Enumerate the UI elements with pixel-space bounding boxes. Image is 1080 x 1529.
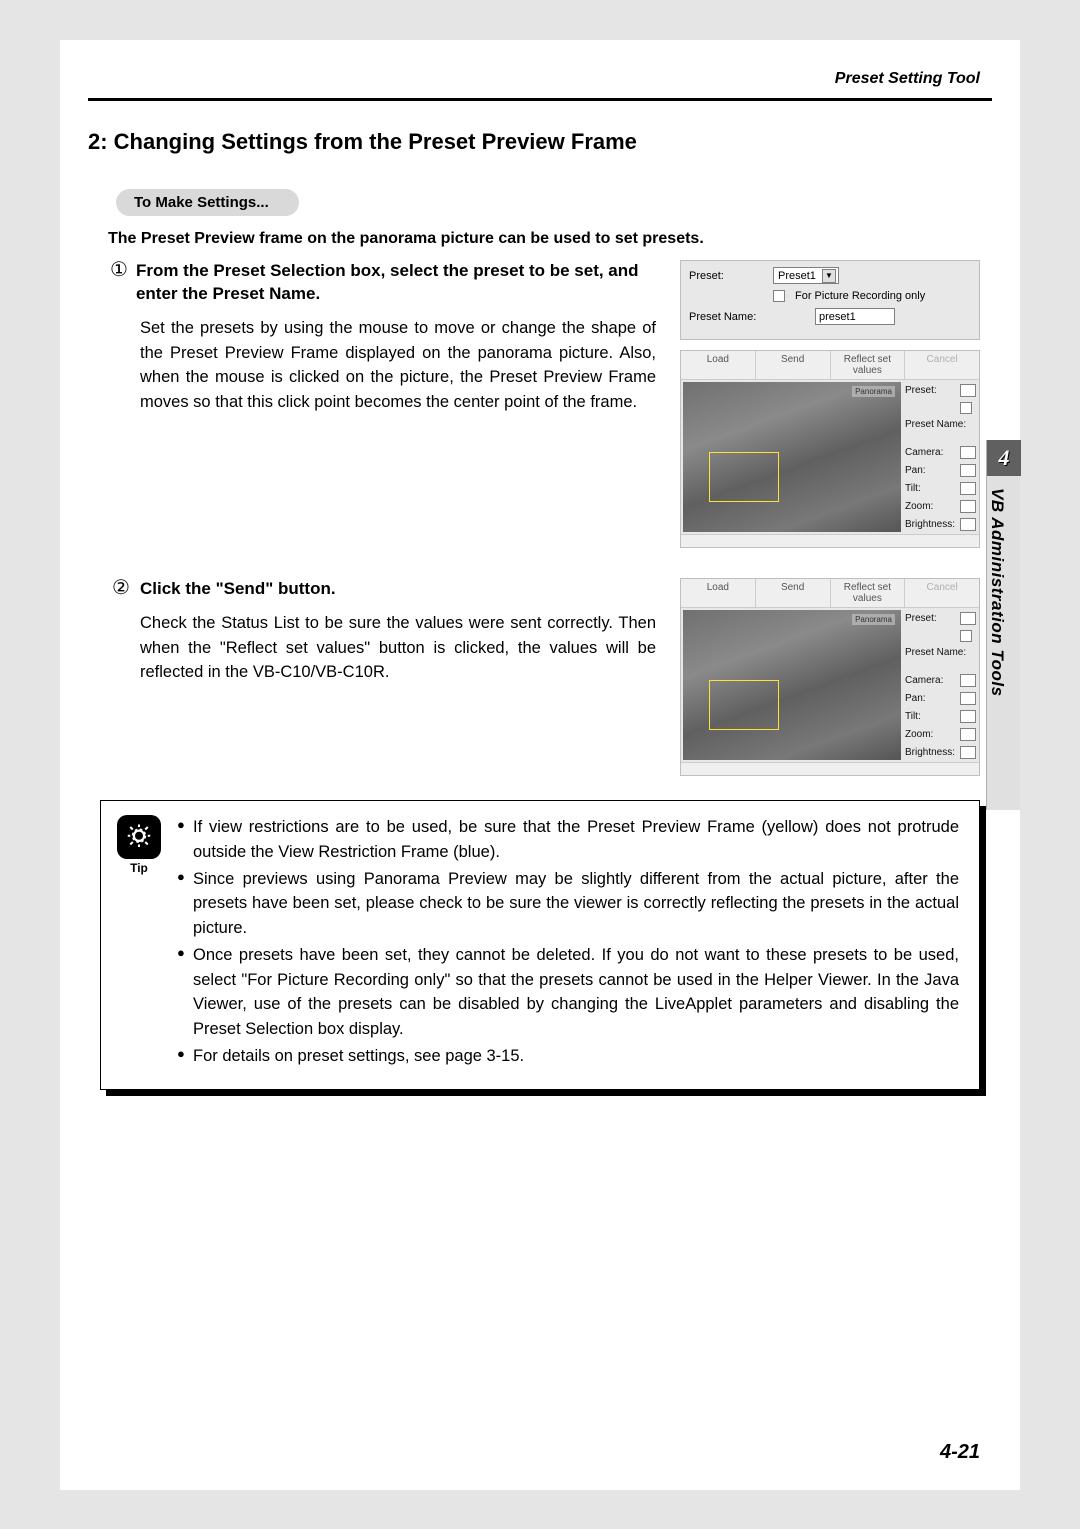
- side-zoom-label: Zoom:: [905, 501, 933, 512]
- preset-preview-frame-2[interactable]: [709, 680, 779, 730]
- panorama-tag-2: Panorama: [852, 614, 895, 625]
- side-tilt-value[interactable]: [960, 482, 976, 495]
- reflect-button[interactable]: Reflect set values: [831, 351, 906, 379]
- recording-only-label: For Picture Recording only: [795, 290, 925, 302]
- step-2: ② Click the "Send" button. Check the Sta…: [110, 578, 980, 776]
- content: 2: Changing Settings from the Preset Pre…: [60, 101, 1020, 776]
- panorama-statusbar: [681, 534, 979, 547]
- tip-item: If view restrictions are to be used, be …: [177, 815, 959, 865]
- page: Preset Setting Tool 2: Changing Settings…: [60, 40, 1020, 1490]
- chapter-title: VB Administration Tools: [987, 476, 1007, 697]
- side-pan-value[interactable]: [960, 464, 976, 477]
- step-1-title: From the Preset Selection box, select th…: [136, 260, 656, 306]
- step-1: ① From the Preset Selection box, select …: [110, 260, 980, 548]
- page-number: 4-21: [940, 1441, 980, 1464]
- side-presetname-label: Preset Name:: [905, 419, 966, 430]
- tip-list: If view restrictions are to be used, be …: [177, 815, 959, 1071]
- panorama-preview-2[interactable]: Panorama: [683, 610, 901, 760]
- cancel-button-2[interactable]: Cancel: [905, 579, 979, 607]
- preset-preview-frame[interactable]: [709, 452, 779, 502]
- lead-text: The Preset Preview frame on the panorama…: [108, 230, 980, 248]
- step-1-number: ①: [110, 260, 128, 280]
- step-2-body: Check the Status List to be sure the val…: [140, 611, 656, 685]
- panorama-tag: Panorama: [852, 386, 895, 397]
- chapter-number: 4: [987, 440, 1021, 476]
- load-button[interactable]: Load: [681, 351, 756, 379]
- panorama-toolbar: Load Send Reflect set values Cancel: [681, 351, 979, 380]
- preset-strip-dialog: Preset: Preset1 ▼ For Picture Recording …: [680, 260, 980, 340]
- preset-combo-value: Preset1: [778, 270, 816, 282]
- preset-name-input[interactable]: preset1: [815, 308, 895, 325]
- side-tilt-label: Tilt:: [905, 483, 921, 494]
- panorama-toolbar-2: Load Send Reflect set values Cancel: [681, 579, 979, 608]
- panorama-statusbar-2: [681, 762, 979, 775]
- panorama-dialog-1: Load Send Reflect set values Cancel Pano…: [680, 350, 980, 548]
- side-checkbox[interactable]: [960, 402, 972, 414]
- side-brightness-value[interactable]: [960, 518, 976, 531]
- panorama-preview[interactable]: Panorama: [683, 382, 901, 532]
- procedure-pill: To Make Settings...: [116, 189, 299, 216]
- tip-box: Tip If view restrictions are to be used,…: [100, 800, 980, 1090]
- panorama-side-panel-2: Preset: Preset Name: Camera: Pan: Tilt: …: [903, 608, 979, 762]
- tip-item: For details on preset settings, see page…: [177, 1044, 959, 1069]
- side-zoom-value[interactable]: [960, 500, 976, 513]
- panorama-side-panel: Preset: Preset Name: Camera: Pan: Tilt: …: [903, 380, 979, 534]
- section-header: Preset Setting Tool: [60, 70, 1020, 88]
- tip-label: Tip: [115, 861, 163, 875]
- side-pan-label: Pan:: [905, 465, 926, 476]
- tip-item: Once presets have been set, they cannot …: [177, 943, 959, 1042]
- step-1-body: Set the presets by using the mouse to mo…: [140, 316, 656, 415]
- step-2-number: ②: [110, 578, 132, 598]
- preset-name-label: Preset Name:: [689, 311, 809, 323]
- side-preset-label: Preset:: [905, 385, 937, 396]
- page-title: 2: Changing Settings from the Preset Pre…: [88, 129, 980, 155]
- chapter-tab: 4 VB Administration Tools: [986, 440, 1020, 810]
- load-button-2[interactable]: Load: [681, 579, 756, 607]
- side-brightness-label: Brightness:: [905, 519, 955, 530]
- preset-combo[interactable]: Preset1 ▼: [773, 267, 839, 284]
- side-preset-value[interactable]: [960, 384, 976, 397]
- recording-only-checkbox[interactable]: [773, 290, 785, 302]
- side-camera-value[interactable]: [960, 446, 976, 459]
- reflect-button-2[interactable]: Reflect set values: [831, 579, 906, 607]
- chevron-down-icon[interactable]: ▼: [822, 269, 836, 283]
- send-button[interactable]: Send: [756, 351, 831, 379]
- lightbulb-icon: [117, 815, 161, 859]
- cancel-button[interactable]: Cancel: [905, 351, 979, 379]
- send-button-2[interactable]: Send: [756, 579, 831, 607]
- side-camera-label: Camera:: [905, 447, 943, 458]
- tip-item: Since previews using Panorama Preview ma…: [177, 867, 959, 941]
- preset-label: Preset:: [689, 270, 767, 282]
- panorama-dialog-2: Load Send Reflect set values Cancel Pano…: [680, 578, 980, 776]
- step-2-title: Click the "Send" button.: [140, 578, 336, 601]
